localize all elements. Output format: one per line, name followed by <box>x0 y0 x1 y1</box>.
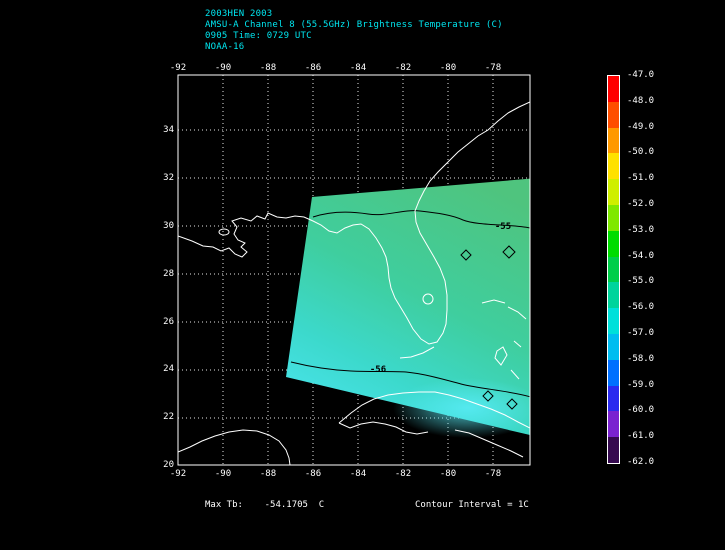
max-tb-text: Max Tb: -54.1705 C <box>205 500 325 510</box>
contour-lines <box>290 210 530 410</box>
colorbar-segment <box>608 437 619 463</box>
colorbar-segment <box>608 101 619 128</box>
swath-cold-patch <box>393 378 530 438</box>
lake-pontchartrain <box>218 228 230 236</box>
colorbar-segment <box>608 333 619 360</box>
colorbar-segment <box>608 385 619 412</box>
colorbar-segment <box>608 230 619 257</box>
bahamas-islands <box>481 299 527 380</box>
contour-56-line <box>290 361 530 398</box>
gulf-atlantic-coastline <box>178 101 530 345</box>
contour-interval-text: Contour Interval = 1C <box>415 500 529 510</box>
contour-55-line <box>312 210 530 229</box>
colorbar-segment <box>608 153 619 180</box>
datetime-label: 0905 Time: 0729 UTC <box>205 31 312 41</box>
colorbar-segment <box>608 359 619 386</box>
colorbar-segment <box>608 282 619 309</box>
cuba-coastline <box>338 391 530 458</box>
map-frame <box>177 74 531 466</box>
product-title: AMSU-A Channel 8 (55.5GHz) Brightness Te… <box>205 20 503 30</box>
colorbar-segment <box>608 204 619 231</box>
satellite-name: NOAA-16 <box>205 42 245 52</box>
colorbar-segment <box>608 127 619 154</box>
colorbar-segment <box>608 256 619 283</box>
title-block: 2003HEN 2003 AMSU-A Channel 8 (55.5GHz) … <box>205 9 503 53</box>
storm-id: 2003HEN 2003 <box>205 9 273 19</box>
colorbar-segment <box>608 308 619 334</box>
colorbar-segment <box>608 76 619 102</box>
lake-okeechobee <box>422 293 434 305</box>
florida-keys <box>399 346 435 359</box>
coastlines <box>178 101 530 465</box>
satellite-swath <box>286 178 530 438</box>
yucatan-coastline <box>178 429 291 465</box>
colorbar-segment <box>608 411 619 438</box>
contour-closed-cells <box>460 245 518 410</box>
colorbar-segment <box>608 179 619 205</box>
colorbar <box>607 75 620 464</box>
